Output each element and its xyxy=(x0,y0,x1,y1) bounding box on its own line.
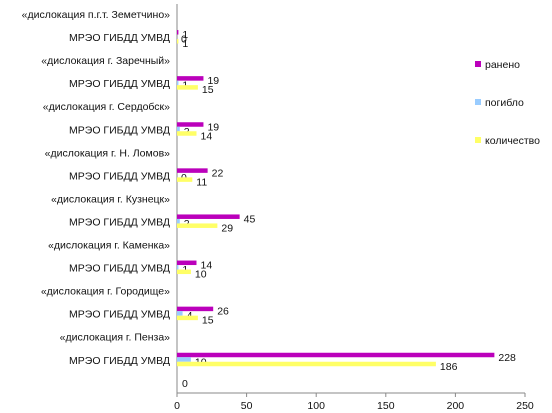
bar-количество xyxy=(177,85,198,90)
bar-ранено xyxy=(177,260,197,266)
bar-погибло xyxy=(177,126,180,132)
value-label-количество: 29 xyxy=(221,222,233,234)
value-label-ранено: 1 xyxy=(182,29,188,41)
value-label-количество: 15 xyxy=(202,84,214,96)
bar-погибло xyxy=(177,311,183,316)
value-label-количество: 15 xyxy=(202,315,214,327)
x-tick-label: 150 xyxy=(377,400,395,412)
bar-погибло xyxy=(177,218,180,224)
bar-ранено xyxy=(177,306,214,312)
category-label: «дислокация г. Заречный» xyxy=(41,55,170,67)
category-label: МРЭО ГИБДД УМВД xyxy=(69,355,170,367)
category-label: МРЭО ГИБДД УМВД xyxy=(69,263,170,275)
value-label-количество: 11 xyxy=(196,176,207,188)
value-label-количество: 14 xyxy=(200,130,212,142)
value-label-ранено: 14 xyxy=(200,260,212,272)
category-label: «дислокация г. Городище» xyxy=(41,286,170,298)
bar-ранено xyxy=(177,214,240,219)
bar-количество xyxy=(177,315,198,321)
bar-ранено xyxy=(177,30,179,35)
category-label: «дислокация п.г.т. Земетчино» xyxy=(22,9,171,21)
bar-количество xyxy=(177,39,179,44)
bar-ранено xyxy=(177,76,204,81)
x-tick-label: 0 xyxy=(174,400,180,412)
value-label-количество: 186 xyxy=(440,361,458,373)
bar-количество xyxy=(177,269,191,275)
x-tick-label: 50 xyxy=(241,400,253,412)
legend-swatch xyxy=(475,61,481,67)
bar-количество xyxy=(177,223,218,228)
category-label: «дислокация г. Н. Ломов» xyxy=(45,147,170,159)
legend-swatch xyxy=(475,137,481,143)
x-tick-label: 250 xyxy=(516,400,534,412)
value-label-ранено: 19 xyxy=(207,75,219,87)
legend-label: погибло xyxy=(485,97,524,109)
bar-погибло xyxy=(177,80,179,86)
category-label: МРЭО ГИБДД УМВД xyxy=(69,170,170,182)
bar-количество xyxy=(177,131,197,136)
bar-ранено xyxy=(177,352,495,358)
value-label-ранено: 228 xyxy=(498,352,516,364)
bar-ранено xyxy=(177,122,204,127)
x-tick-label: 200 xyxy=(447,400,465,412)
category-label: МРЭО ГИБДД УМВД xyxy=(69,32,170,44)
category-label: МРЭО ГИБДД УМВД xyxy=(69,216,170,228)
legend-label: ранено xyxy=(485,59,520,71)
bar-количество xyxy=(177,361,436,367)
category-label: «дислокация г. Сердобск» xyxy=(43,101,170,113)
category-label: МРЭО ГИБДД УМВД xyxy=(69,309,170,321)
category-label: «дислокация г. Пенза» xyxy=(60,332,171,344)
category-label: «дислокация г. Кузнецк» xyxy=(51,193,170,205)
bar-ранено xyxy=(177,168,208,173)
bar-погибло xyxy=(177,357,191,362)
bar-погибло xyxy=(177,265,179,270)
bar-количество xyxy=(177,177,193,182)
category-label: МРЭО ГИБДД УМВД xyxy=(69,78,170,90)
legend-label: количество xyxy=(485,135,540,147)
x-tick-label: 100 xyxy=(307,400,325,412)
legend-swatch xyxy=(475,99,481,105)
value-label-погибло: 0 xyxy=(181,34,187,46)
category-label: «дислокация г. Каменка» xyxy=(48,240,170,252)
category-label: МРЭО ГИБДД УМВД xyxy=(69,124,170,136)
value-label-количество: 10 xyxy=(195,269,207,281)
value-label-ранено: 19 xyxy=(207,121,219,133)
value-label-количество: 1 xyxy=(182,38,188,50)
value-label-ранено: 22 xyxy=(212,167,224,179)
value-label-ранено: 45 xyxy=(244,213,256,225)
value-label-ранено: 26 xyxy=(217,306,229,318)
value-label: 0 xyxy=(182,378,188,390)
